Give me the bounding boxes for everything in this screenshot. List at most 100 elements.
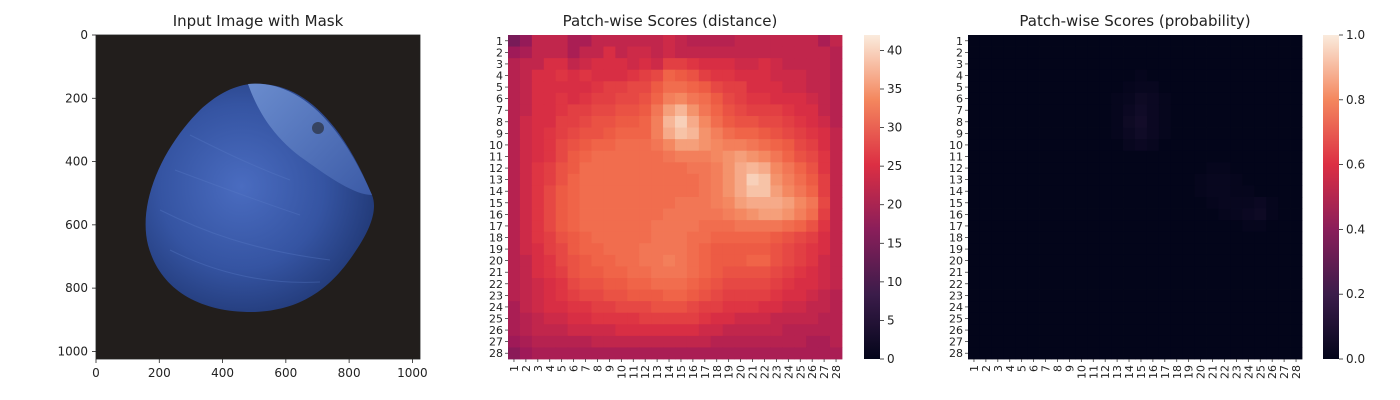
heatmap-cell xyxy=(1099,127,1112,140)
heatmap-cell xyxy=(746,162,759,175)
heatmap-cell xyxy=(1027,116,1040,128)
heatmap-cell xyxy=(1278,116,1291,128)
heatmap-cell xyxy=(1099,266,1112,279)
heatmap-cell xyxy=(603,347,616,360)
heatmap-cell xyxy=(555,335,569,348)
heatmap-cell xyxy=(508,104,521,117)
heatmap-cell xyxy=(543,266,557,279)
heatmap-cell xyxy=(1206,324,1219,337)
heatmap-cell xyxy=(651,289,664,302)
heatmap-cell xyxy=(531,278,545,290)
heatmap-cell xyxy=(555,289,569,302)
heatmap-cell xyxy=(818,150,831,163)
heatmap-cell xyxy=(830,58,843,71)
heatmap-cell xyxy=(675,92,688,105)
heatmap-cell xyxy=(555,208,569,221)
heatmap-cell xyxy=(1123,266,1136,279)
heatmap-cell xyxy=(1290,312,1303,325)
heatmap-cell xyxy=(818,266,831,279)
heatmap-cell xyxy=(758,324,771,337)
heatmap-cell xyxy=(615,324,628,337)
heatmap-cell xyxy=(722,81,736,94)
heatmap-cell xyxy=(830,35,843,47)
heatmap-cell xyxy=(1063,46,1076,59)
heatmap-cell xyxy=(1278,278,1291,290)
heatmap-cell xyxy=(1290,185,1303,198)
heatmap-cell xyxy=(794,289,807,302)
heatmap-cell xyxy=(746,139,759,152)
heatmap-cell xyxy=(1242,58,1255,71)
heatmap-cell xyxy=(555,46,569,59)
heatmap-cell xyxy=(722,347,736,360)
heatmap-cell xyxy=(1242,278,1255,290)
heatmap-cell xyxy=(1206,335,1219,348)
heatmap-cell xyxy=(698,289,712,302)
heatmap-cell xyxy=(991,266,1005,279)
input-image xyxy=(96,35,420,359)
heatmap-cell xyxy=(675,139,688,152)
heatmap-cell xyxy=(991,289,1005,302)
heatmap-cell xyxy=(1075,254,1088,267)
heatmap-cell xyxy=(639,116,652,128)
heatmap-cell xyxy=(710,335,724,348)
heatmap-cell xyxy=(675,185,688,198)
heatmap-cell xyxy=(1194,35,1207,47)
heatmap-cell xyxy=(567,289,580,302)
heatmap-cell xyxy=(1123,116,1136,128)
heatmap-cell xyxy=(591,35,604,47)
heatmap-cell xyxy=(968,104,981,117)
heatmap-cell xyxy=(639,197,652,209)
heatmap-cell xyxy=(1158,324,1172,337)
heatmap-cell xyxy=(686,289,700,302)
heatmap-cell xyxy=(1063,58,1076,71)
colorbar-tick-label: 10 xyxy=(887,275,902,289)
heatmap-cell xyxy=(508,46,521,59)
heatmap-cell xyxy=(746,335,759,348)
heatmap-cell xyxy=(734,278,747,290)
heatmap-cell xyxy=(1087,231,1100,244)
heatmap-cell xyxy=(710,35,724,47)
heatmap-cell xyxy=(1111,116,1124,128)
heatmap-cell xyxy=(1027,324,1040,337)
heatmap-cell xyxy=(782,243,795,256)
heatmap-cell xyxy=(746,35,759,47)
heatmap-cell xyxy=(710,289,724,302)
heatmap-cell xyxy=(1051,139,1064,152)
heatmap-cell xyxy=(1003,254,1017,267)
heatmap-cell xyxy=(806,116,819,128)
heatmap-cell xyxy=(1135,81,1148,94)
heatmap-cell xyxy=(603,312,616,325)
heatmap-cell xyxy=(782,139,795,152)
heatmap-cell xyxy=(979,301,993,314)
heatmap-cell xyxy=(1266,243,1279,256)
heatmap-cell xyxy=(1194,92,1207,105)
heatmap-cell xyxy=(1075,35,1088,47)
heatmap-cell xyxy=(1146,254,1160,267)
heatmap-cell xyxy=(615,35,628,47)
heatmap-cell xyxy=(1194,312,1207,325)
heatmap-cell xyxy=(1218,81,1231,94)
heatmap-cell xyxy=(1111,335,1124,348)
heatmap-cell xyxy=(686,254,700,267)
heatmap-cell xyxy=(794,150,807,163)
heatmap-cell xyxy=(567,347,580,360)
heatmap-cell xyxy=(758,289,771,302)
heatmap-cell xyxy=(1099,173,1112,186)
heatmap-cell xyxy=(1111,69,1124,82)
heatmap-cell xyxy=(1146,58,1160,71)
heatmap-cell xyxy=(979,312,993,325)
heatmap-cell xyxy=(1039,173,1052,186)
heatmap-cell xyxy=(818,220,831,233)
heatmap-cell xyxy=(639,104,652,117)
heatmap-cell xyxy=(675,162,688,175)
heatmap-cell xyxy=(746,301,759,314)
heatmap-cell xyxy=(806,266,819,279)
heatmap-cell xyxy=(1194,231,1207,244)
heatmap-cell xyxy=(794,127,807,140)
heatmap-cell xyxy=(770,139,783,152)
heatmap-cell xyxy=(651,254,664,267)
heatmap-cell xyxy=(991,127,1005,140)
x-tick-label: 26 xyxy=(1266,365,1279,379)
heatmap-cell xyxy=(1278,347,1291,360)
heatmap-cell xyxy=(615,289,628,302)
